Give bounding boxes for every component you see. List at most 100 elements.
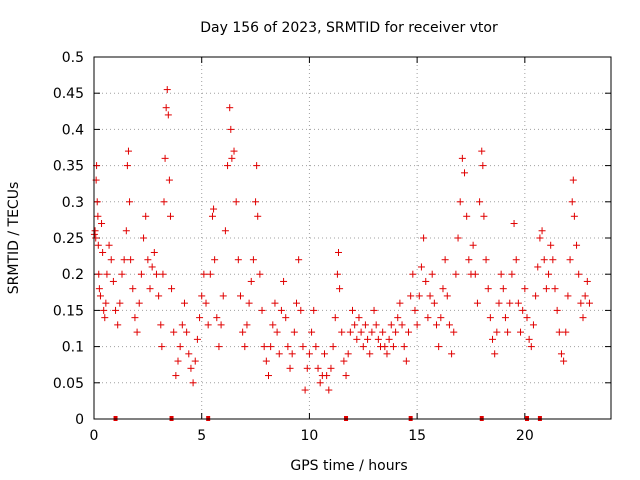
data-point — [94, 212, 102, 220]
y-tick-label: 0.15 — [53, 303, 84, 319]
y-tick-label: 0.1 — [62, 340, 84, 356]
data-point — [226, 104, 234, 112]
data-point — [381, 343, 389, 351]
data-point — [95, 270, 103, 278]
data-point — [160, 198, 168, 206]
data-point — [540, 256, 548, 264]
data-point — [178, 321, 186, 329]
data-point — [415, 292, 423, 300]
data-point — [295, 256, 303, 264]
data-point — [583, 277, 591, 285]
data-point — [163, 86, 171, 94]
data-point — [493, 328, 501, 336]
data-point — [327, 364, 335, 372]
data-point — [217, 321, 225, 329]
data-point — [96, 292, 104, 300]
data-point — [562, 328, 570, 336]
data-point — [532, 292, 540, 300]
data-point — [349, 306, 356, 314]
data-point — [385, 335, 393, 343]
data-point — [107, 256, 115, 264]
data-point — [527, 343, 535, 351]
data-point — [353, 335, 361, 343]
data-point — [91, 227, 99, 235]
data-point — [577, 299, 585, 307]
data-point — [445, 321, 453, 329]
data-point — [383, 350, 391, 358]
data-point — [312, 343, 320, 351]
data-point — [269, 321, 277, 329]
data-point — [458, 154, 466, 162]
data-point — [405, 328, 413, 336]
data-point — [355, 314, 363, 322]
data-point — [420, 234, 428, 242]
data-point — [430, 299, 438, 307]
data-point — [374, 335, 382, 343]
data-point — [215, 343, 223, 351]
data-point — [299, 343, 307, 351]
data-point — [135, 299, 143, 307]
y-tick-label: 0.35 — [53, 159, 84, 175]
data-point — [284, 343, 292, 351]
data-point — [137, 270, 145, 278]
data-point — [454, 234, 462, 242]
data-point — [109, 277, 117, 285]
data-point — [230, 147, 238, 155]
data-point — [370, 306, 378, 314]
data-point — [92, 234, 100, 242]
data-point — [417, 263, 425, 271]
data-point — [573, 241, 581, 249]
data-point — [433, 321, 441, 329]
data-point — [534, 263, 542, 271]
y-tick-label: 0.4 — [62, 122, 84, 138]
data-point — [271, 299, 279, 307]
data-point — [465, 256, 473, 264]
data-point — [273, 328, 281, 336]
data-point — [529, 321, 537, 329]
grid-lines — [94, 57, 611, 419]
data-point — [213, 314, 221, 322]
data-point — [538, 227, 546, 235]
data-point — [333, 270, 341, 278]
data-point — [94, 241, 102, 249]
data-point — [303, 364, 311, 372]
data-point — [581, 292, 589, 300]
data-point — [249, 256, 257, 264]
data-point — [102, 299, 110, 307]
data-point — [476, 198, 484, 206]
data-point — [357, 328, 365, 336]
data-point — [366, 350, 374, 358]
data-point — [413, 321, 421, 329]
data-point — [517, 328, 525, 336]
data-point — [161, 154, 169, 162]
data-point — [560, 357, 568, 365]
data-point — [275, 350, 283, 358]
data-point — [308, 328, 316, 336]
data-point — [260, 343, 268, 351]
data-point — [323, 372, 331, 380]
x-tick-label: 5 — [197, 428, 206, 444]
data-point — [187, 364, 195, 372]
data-point — [396, 299, 404, 307]
data-point — [523, 314, 531, 322]
data-point — [437, 314, 445, 322]
data-point — [305, 350, 313, 358]
data-point — [400, 343, 408, 351]
data-point — [133, 328, 141, 336]
y-tick-label: 0 — [75, 412, 84, 428]
data-point — [389, 343, 397, 351]
data-point — [344, 350, 352, 358]
data-point — [236, 292, 244, 300]
data-point — [329, 343, 337, 351]
data-point — [379, 328, 387, 336]
data-point — [245, 299, 253, 307]
y-tick-label: 0.45 — [53, 86, 84, 102]
data-point — [99, 248, 107, 256]
data-point — [426, 292, 434, 300]
data-point — [499, 285, 507, 293]
data-point — [165, 176, 173, 184]
data-point — [569, 176, 577, 184]
data-point — [120, 256, 128, 264]
y-tick-label: 0.5 — [62, 50, 84, 66]
data-point — [158, 343, 166, 351]
